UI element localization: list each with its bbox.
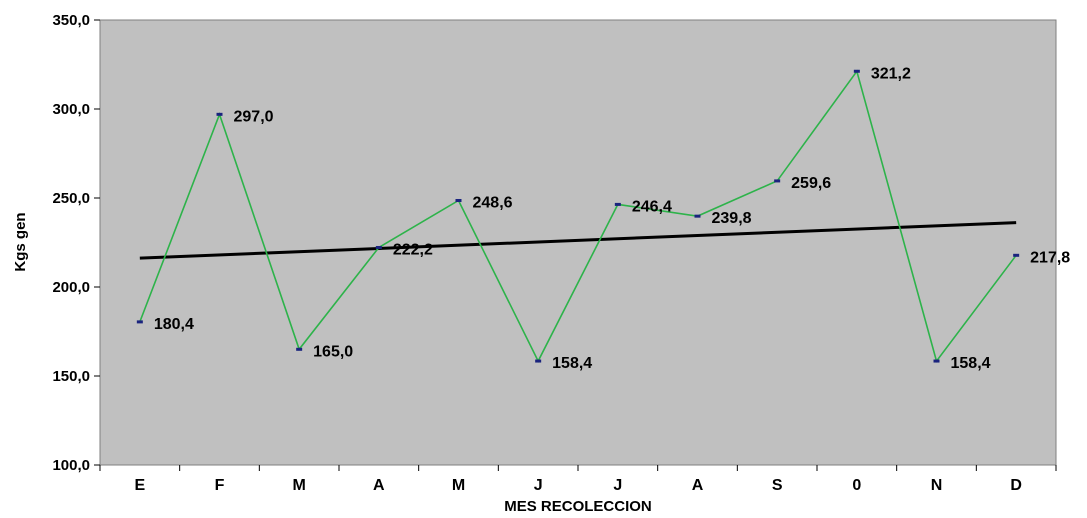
y-tick-label: 200,0	[52, 279, 90, 296]
data-label: 158,4	[552, 355, 592, 372]
y-tick-label: 350,0	[52, 12, 90, 29]
y-axis-label: Kgs gen	[12, 212, 29, 271]
x-tick-label: D	[1010, 477, 1022, 494]
data-point	[296, 347, 303, 351]
data-label: 246,4	[632, 198, 672, 215]
data-point	[1013, 253, 1020, 257]
data-label: 239,8	[712, 210, 752, 227]
series-line	[139, 69, 1017, 363]
data-label: 217,8	[1030, 249, 1070, 266]
data-label: 158,4	[951, 355, 991, 372]
data-point	[216, 112, 223, 116]
y-axis-ticks: 100,0 150,0 200,0 250,0 300,0 350,0	[52, 12, 100, 474]
data-point	[694, 214, 701, 218]
data-point	[853, 69, 860, 73]
data-label: 259,6	[791, 175, 831, 192]
y-tick-label: 150,0	[52, 368, 90, 385]
x-tick-label: N	[931, 477, 943, 494]
data-point	[455, 198, 462, 202]
x-tick-label: M	[452, 477, 465, 494]
x-axis-ticks: E F M A M J J A S 0 N D	[99, 465, 1057, 494]
x-tick-label: M	[293, 477, 306, 494]
x-tick-label: S	[772, 477, 783, 494]
x-axis-label: MES RECOLECCION	[504, 498, 652, 515]
trend-line	[139, 221, 1017, 260]
data-point	[535, 359, 542, 363]
data-label: 297,0	[234, 108, 274, 125]
y-tick-label: 300,0	[52, 101, 90, 118]
data-label: 180,4	[154, 316, 194, 333]
data-point	[933, 359, 940, 363]
data-point	[614, 202, 621, 206]
x-tick-label: J	[534, 477, 543, 494]
data-label: 321,2	[871, 65, 911, 82]
x-tick-label: F	[215, 477, 225, 494]
y-tick-label: 100,0	[52, 457, 90, 474]
x-tick-label: 0	[852, 477, 861, 494]
plot-area	[99, 19, 1057, 466]
data-label: 165,0	[313, 343, 353, 360]
y-tick-label: 250,0	[52, 190, 90, 207]
data-point	[774, 179, 781, 183]
data-points	[136, 69, 1020, 363]
data-labels: 180,4 297,0 165,0 222,2 248,6 158,4 246,4 239,8…	[154, 65, 1070, 372]
data-label: 222,2	[393, 241, 433, 258]
x-tick-label: J	[613, 477, 622, 494]
x-tick-label: E	[134, 477, 145, 494]
data-point	[375, 245, 382, 249]
x-tick-label: A	[692, 477, 704, 494]
data-label: 248,6	[473, 194, 513, 211]
data-point	[136, 320, 143, 324]
x-tick-label: A	[373, 477, 385, 494]
